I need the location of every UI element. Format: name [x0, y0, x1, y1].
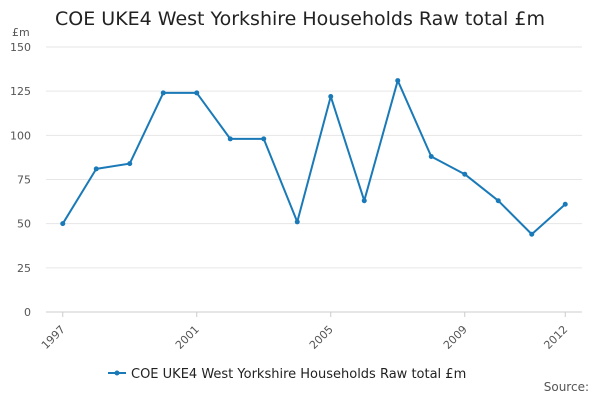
legend[interactable]: COE UKE4 West Yorkshire Households Raw t… — [108, 367, 466, 382]
legend-label: COE UKE4 West Yorkshire Households Raw t… — [131, 367, 466, 382]
data-point[interactable] — [428, 154, 434, 160]
y-axis: 0 25 50 75 100 125 150 £m — [10, 26, 31, 319]
y-tick-label: 75 — [17, 174, 31, 187]
y-tick-label: 25 — [17, 262, 31, 275]
series-line[interactable] — [61, 79, 566, 236]
y-tick-label: 125 — [10, 85, 31, 98]
data-point[interactable] — [227, 136, 233, 142]
y-tick-label: 0 — [24, 306, 31, 319]
data-point[interactable] — [395, 78, 401, 84]
data-point[interactable] — [194, 90, 200, 96]
x-tick-label: 2009 — [441, 323, 470, 352]
data-point[interactable] — [328, 93, 334, 99]
x-axis: 1997 2001 2005 2009 2012 — [39, 312, 570, 352]
data-point[interactable] — [294, 219, 300, 225]
y-tick-label: 150 — [10, 41, 31, 54]
x-tick-label: 1997 — [39, 323, 68, 352]
y-axis-unit: £m — [12, 26, 30, 39]
data-point[interactable] — [361, 198, 367, 204]
data-point[interactable] — [261, 136, 267, 142]
chart-title: COE UKE4 West Yorkshire Households Raw t… — [55, 8, 545, 30]
data-point[interactable] — [495, 198, 501, 204]
source-label: Source: — [543, 380, 589, 394]
legend-marker — [114, 370, 120, 376]
x-tick-label: 2001 — [173, 323, 202, 352]
data-point[interactable] — [462, 171, 468, 177]
y-tick-label: 100 — [10, 129, 31, 142]
y-tick-label: 50 — [17, 218, 31, 231]
data-point[interactable] — [562, 201, 568, 207]
data-point[interactable] — [127, 161, 133, 167]
x-tick-label: 2005 — [307, 323, 336, 352]
data-point[interactable] — [160, 90, 166, 96]
series-group — [60, 78, 568, 237]
grid — [46, 46, 582, 313]
data-point[interactable] — [93, 166, 99, 172]
data-point[interactable] — [60, 221, 66, 227]
x-tick-label: 2012 — [541, 323, 570, 352]
data-point[interactable] — [529, 231, 535, 237]
